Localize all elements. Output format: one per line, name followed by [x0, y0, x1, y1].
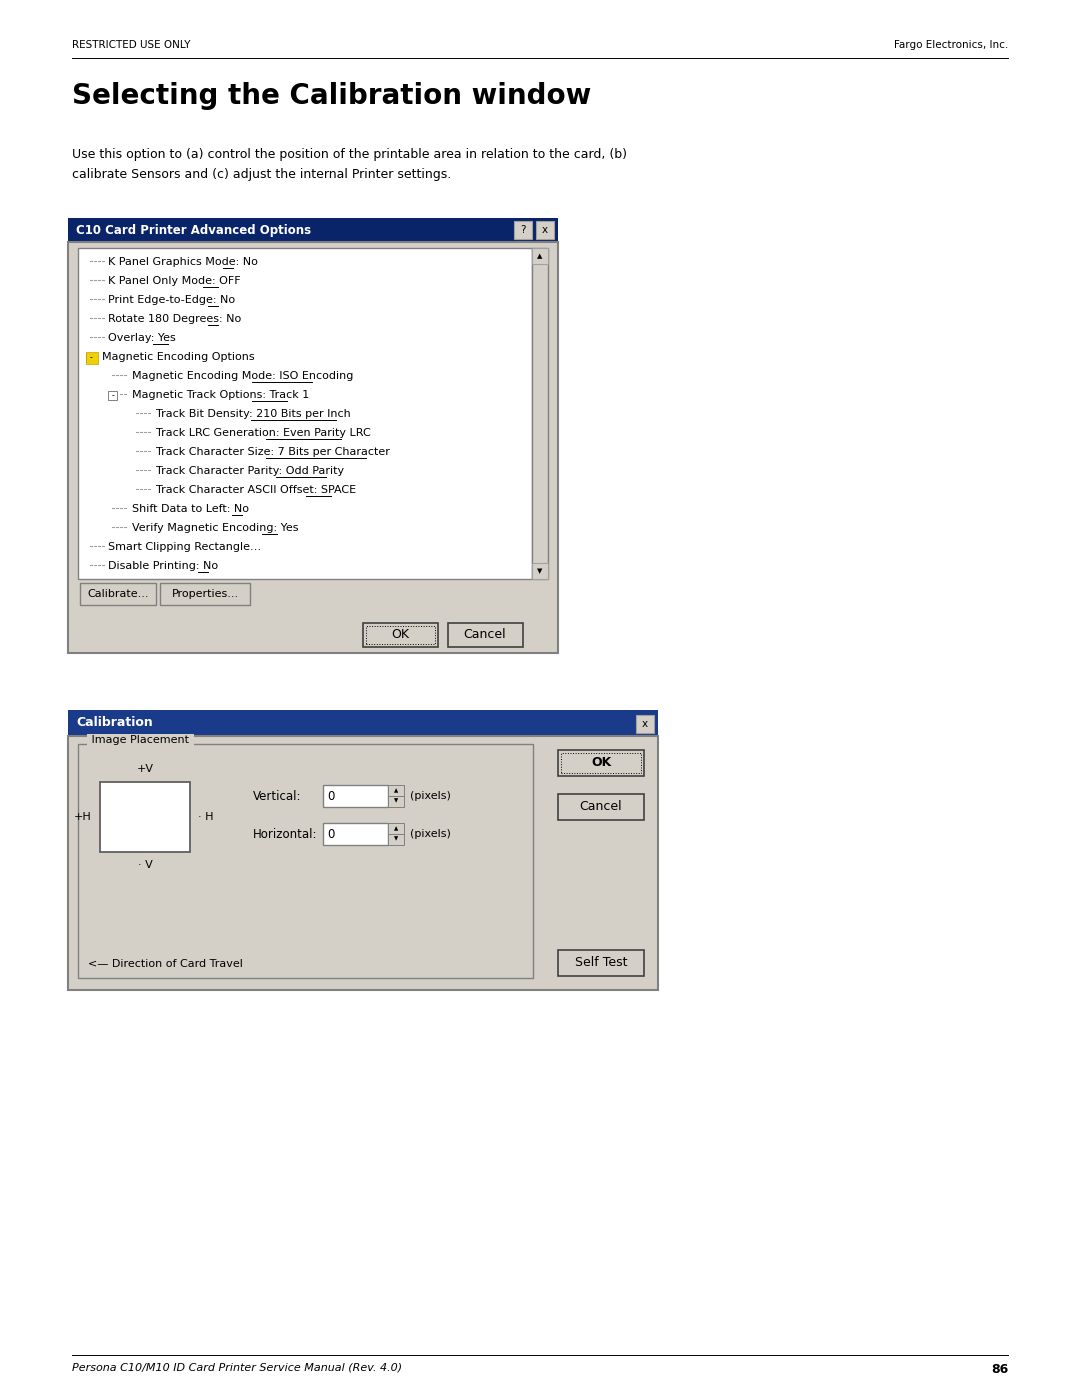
- Text: 0: 0: [327, 789, 335, 802]
- Bar: [388, 834, 404, 845]
- Text: Magnetic Encoding Options: Magnetic Encoding Options: [102, 352, 255, 362]
- Text: +V: +V: [136, 764, 153, 774]
- Text: ▲: ▲: [538, 253, 542, 258]
- Bar: [532, 249, 548, 264]
- Text: Selecting the Calibration window: Selecting the Calibration window: [72, 82, 591, 110]
- Text: ▲: ▲: [394, 788, 399, 793]
- Text: Track LRC Generation: Even Parity LRC: Track LRC Generation: Even Parity LRC: [156, 427, 370, 439]
- Text: RESTRICTED USE ONLY: RESTRICTED USE ONLY: [72, 41, 190, 50]
- Text: Horizontal:: Horizontal:: [253, 827, 318, 841]
- Text: Use this option to (a) control the position of the printable area in relation to: Use this option to (a) control the posit…: [72, 148, 627, 161]
- Text: Vertical:: Vertical:: [253, 789, 301, 802]
- Text: K Panel Only Mode: OFF: K Panel Only Mode: OFF: [108, 277, 241, 286]
- Text: x: x: [642, 719, 648, 729]
- Text: ▲: ▲: [394, 827, 399, 831]
- Text: <— Direction of Card Travel: <— Direction of Card Travel: [87, 958, 243, 970]
- Bar: [68, 218, 558, 242]
- Text: Track Character ASCII Offset: SPACE: Track Character ASCII Offset: SPACE: [156, 485, 356, 495]
- Text: (pixels): (pixels): [410, 791, 450, 800]
- Bar: [86, 352, 98, 365]
- Bar: [561, 753, 642, 773]
- Bar: [78, 745, 534, 978]
- Text: · H: · H: [198, 812, 214, 821]
- Text: Cancel: Cancel: [580, 800, 622, 813]
- Text: Rotate 180 Degrees: No: Rotate 180 Degrees: No: [108, 314, 241, 324]
- Bar: [388, 785, 404, 796]
- Text: 0: 0: [327, 827, 335, 841]
- Text: -: -: [111, 391, 113, 400]
- Text: Properties...: Properties...: [172, 590, 239, 599]
- Bar: [323, 823, 388, 845]
- Text: Magnetic Encoding Mode: ISO Encoding: Magnetic Encoding Mode: ISO Encoding: [132, 372, 353, 381]
- Bar: [160, 583, 249, 605]
- Text: C10 Card Printer Advanced Options: C10 Card Printer Advanced Options: [76, 224, 311, 237]
- Text: +H: +H: [75, 812, 92, 821]
- Bar: [636, 715, 654, 733]
- Text: ?: ?: [521, 225, 526, 235]
- Text: K Panel Graphics Mode: No: K Panel Graphics Mode: No: [108, 257, 258, 267]
- Text: · V: · V: [137, 861, 152, 870]
- Text: Overlay: Yes: Overlay: Yes: [108, 332, 176, 344]
- Text: Image Placement: Image Placement: [87, 735, 192, 745]
- Text: 86: 86: [990, 1363, 1008, 1376]
- Text: Disable Printing: No: Disable Printing: No: [108, 562, 218, 571]
- Bar: [388, 823, 404, 834]
- Bar: [80, 583, 156, 605]
- Text: Verify Magnetic Encoding: Yes: Verify Magnetic Encoding: Yes: [132, 522, 298, 534]
- Text: x: x: [542, 225, 548, 235]
- Bar: [532, 563, 548, 578]
- Bar: [536, 221, 554, 239]
- Text: Track Character Parity: Odd Parity: Track Character Parity: Odd Parity: [156, 467, 345, 476]
- Bar: [323, 785, 388, 807]
- Text: Print Edge-to-Edge: No: Print Edge-to-Edge: No: [108, 295, 235, 305]
- Bar: [86, 353, 95, 362]
- Bar: [558, 950, 644, 977]
- Text: Cancel: Cancel: [463, 629, 507, 641]
- Text: Self Test: Self Test: [575, 957, 627, 970]
- Text: Track Bit Density: 210 Bits per Inch: Track Bit Density: 210 Bits per Inch: [156, 409, 351, 419]
- Text: -: -: [90, 353, 92, 362]
- Bar: [558, 793, 644, 820]
- Bar: [363, 623, 438, 647]
- Text: Magnetic Track Options: Track 1: Magnetic Track Options: Track 1: [132, 390, 309, 400]
- Text: Persona C10/M10 ID Card Printer Service Manual (Rev. 4.0): Persona C10/M10 ID Card Printer Service …: [72, 1363, 402, 1373]
- Bar: [532, 249, 548, 578]
- Bar: [366, 626, 435, 644]
- Bar: [68, 242, 558, 652]
- Bar: [108, 391, 117, 400]
- Text: Calibrate...: Calibrate...: [87, 590, 149, 599]
- Bar: [68, 710, 658, 736]
- Text: OK: OK: [391, 629, 409, 641]
- Text: Smart Clipping Rectangle…: Smart Clipping Rectangle…: [108, 542, 261, 552]
- Bar: [78, 249, 532, 578]
- Text: Shift Data to Left: No: Shift Data to Left: No: [132, 504, 249, 514]
- Text: (pixels): (pixels): [410, 828, 450, 840]
- Text: Track Character Size: 7 Bits per Character: Track Character Size: 7 Bits per Charact…: [156, 447, 390, 457]
- Text: ▼: ▼: [394, 837, 399, 841]
- Text: Calibration: Calibration: [76, 717, 152, 729]
- Bar: [448, 623, 523, 647]
- Text: ▼: ▼: [394, 799, 399, 803]
- Text: calibrate Sensors and (c) adjust the internal Printer settings.: calibrate Sensors and (c) adjust the int…: [72, 168, 451, 182]
- Text: ▼: ▼: [538, 569, 542, 574]
- Text: Fargo Electronics, Inc.: Fargo Electronics, Inc.: [894, 41, 1008, 50]
- Bar: [558, 750, 644, 775]
- Bar: [68, 736, 658, 990]
- Bar: [514, 221, 532, 239]
- Bar: [388, 796, 404, 807]
- Text: OK: OK: [591, 757, 611, 770]
- Bar: [100, 782, 190, 852]
